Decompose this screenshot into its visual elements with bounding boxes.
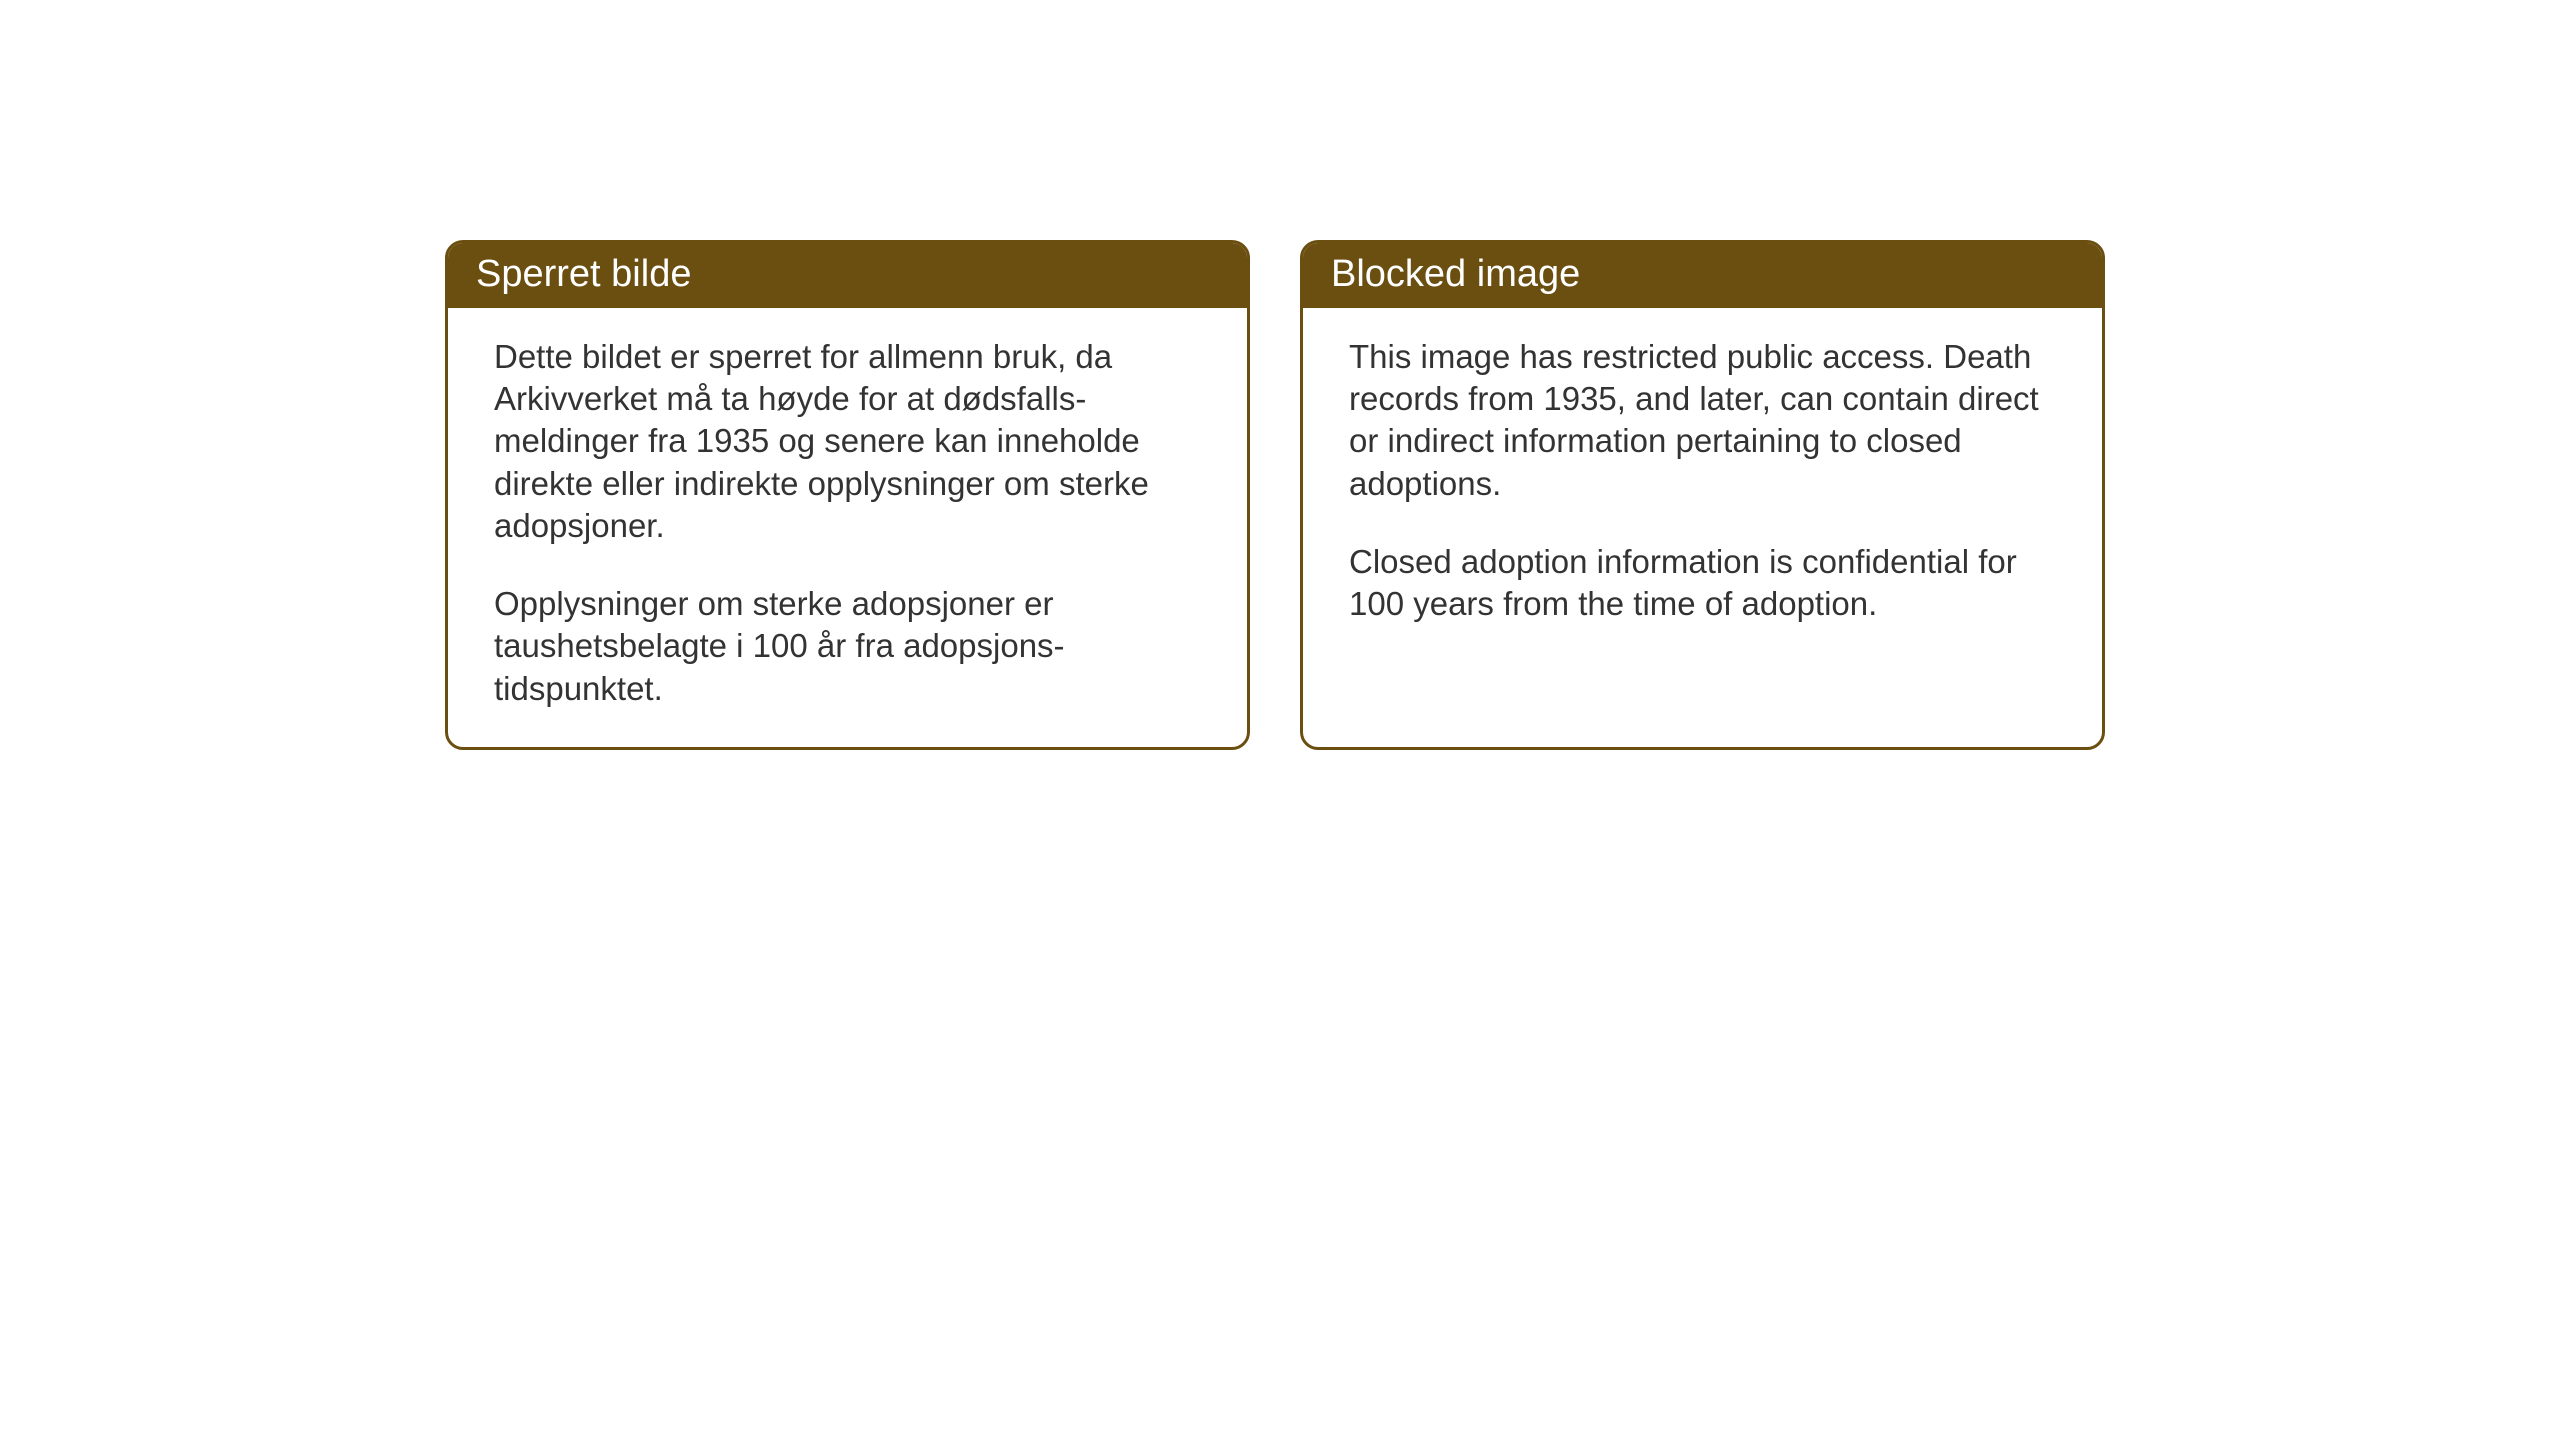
cards-container: Sperret bilde Dette bildet er sperret fo… xyxy=(445,240,2105,750)
card-paragraph-1-norwegian: Dette bildet er sperret for allmenn bruk… xyxy=(494,336,1203,547)
card-title-norwegian: Sperret bilde xyxy=(476,253,691,295)
card-header-norwegian: Sperret bilde xyxy=(448,243,1247,308)
card-paragraph-1-english: This image has restricted public access.… xyxy=(1349,336,2058,505)
card-body-norwegian: Dette bildet er sperret for allmenn bruk… xyxy=(448,308,1247,750)
card-paragraph-2-norwegian: Opplysninger om sterke adopsjoner er tau… xyxy=(494,583,1203,710)
card-paragraph-2-english: Closed adoption information is confident… xyxy=(1349,541,2058,625)
blocked-image-card-english: Blocked image This image has restricted … xyxy=(1300,240,2105,750)
card-body-english: This image has restricted public access.… xyxy=(1303,308,2102,665)
blocked-image-card-norwegian: Sperret bilde Dette bildet er sperret fo… xyxy=(445,240,1250,750)
card-header-english: Blocked image xyxy=(1303,243,2102,308)
card-title-english: Blocked image xyxy=(1331,253,1580,295)
